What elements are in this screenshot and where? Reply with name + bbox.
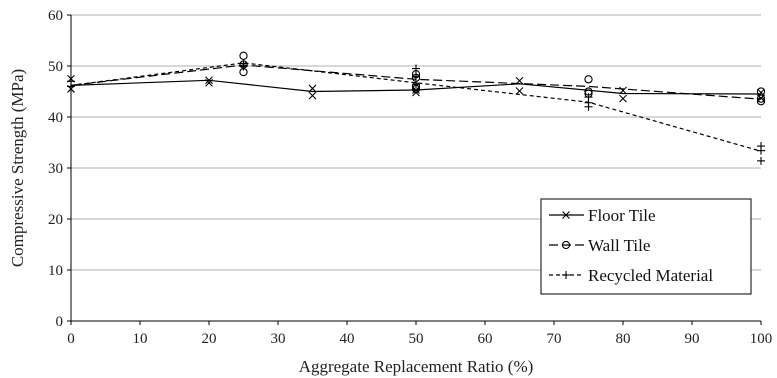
data-point — [412, 64, 420, 73]
y-axis-title: Compressive Strength (MPa) — [8, 69, 27, 267]
data-point — [515, 87, 524, 95]
data-point — [205, 78, 213, 87]
legend-entry: Recycled Material — [549, 266, 713, 285]
data-point — [412, 80, 420, 89]
data-point — [757, 156, 765, 165]
data-point — [756, 97, 766, 106]
legend-label: Wall Tile — [588, 236, 650, 255]
series-wall-tile — [70, 51, 766, 106]
data-point — [205, 76, 213, 85]
series-group — [67, 51, 766, 165]
x-tick-label: 10 — [133, 331, 148, 347]
data-point — [308, 84, 317, 93]
legend-marker — [561, 240, 571, 250]
x-axis-title: Aggregate Replacement Ratio (%) — [299, 357, 534, 376]
data-point — [412, 72, 420, 81]
legend-entry: Floor Tile — [549, 206, 656, 225]
y-tick-label: 40 — [48, 110, 63, 126]
y-tick-label: 60 — [48, 8, 63, 24]
legend-label: Recycled Material — [588, 266, 713, 285]
legend-marker — [562, 211, 570, 219]
data-point — [757, 146, 765, 155]
x-tick-label: 20 — [202, 331, 217, 347]
legend-label: Floor Tile — [588, 206, 656, 225]
x-tick-label: 90 — [685, 331, 700, 347]
y-tick-label: 20 — [48, 212, 63, 228]
y-tick-labels: 0 10 20 30 40 50 60 — [48, 8, 63, 330]
x-tick-labels: 0 10 20 30 40 50 60 70 80 90 100 — [67, 331, 772, 347]
series-recycled-material — [67, 59, 765, 165]
x-tick-label: 40 — [340, 331, 355, 347]
data-point — [756, 87, 766, 96]
data-point — [619, 94, 627, 103]
data-point — [239, 51, 248, 60]
axes — [67, 14, 762, 325]
data-point — [584, 75, 593, 84]
series-line — [70, 62, 762, 152]
y-tick-label: 50 — [48, 59, 63, 75]
data-point — [756, 94, 766, 103]
data-point — [584, 102, 593, 111]
y-tick-label: 0 — [56, 314, 64, 330]
legend-marker — [562, 271, 570, 279]
x-tick-label: 30 — [271, 331, 286, 347]
legend-entry: Wall Tile — [549, 236, 650, 255]
data-point — [308, 91, 317, 100]
x-tick-label: 100 — [750, 331, 773, 347]
data-point — [67, 82, 75, 91]
y-tick-label: 10 — [48, 263, 63, 279]
x-tick-label: 80 — [616, 331, 631, 347]
y-tick-label: 30 — [48, 161, 63, 177]
x-tick-label: 70 — [547, 331, 562, 347]
x-tick-label: 50 — [409, 331, 424, 347]
legend: Floor Tile Wall Tile Recycled Material — [540, 198, 752, 295]
data-point — [239, 62, 248, 71]
x-tick-label: 0 — [67, 331, 75, 347]
data-point — [619, 86, 627, 95]
x-tick-label: 60 — [478, 331, 493, 347]
